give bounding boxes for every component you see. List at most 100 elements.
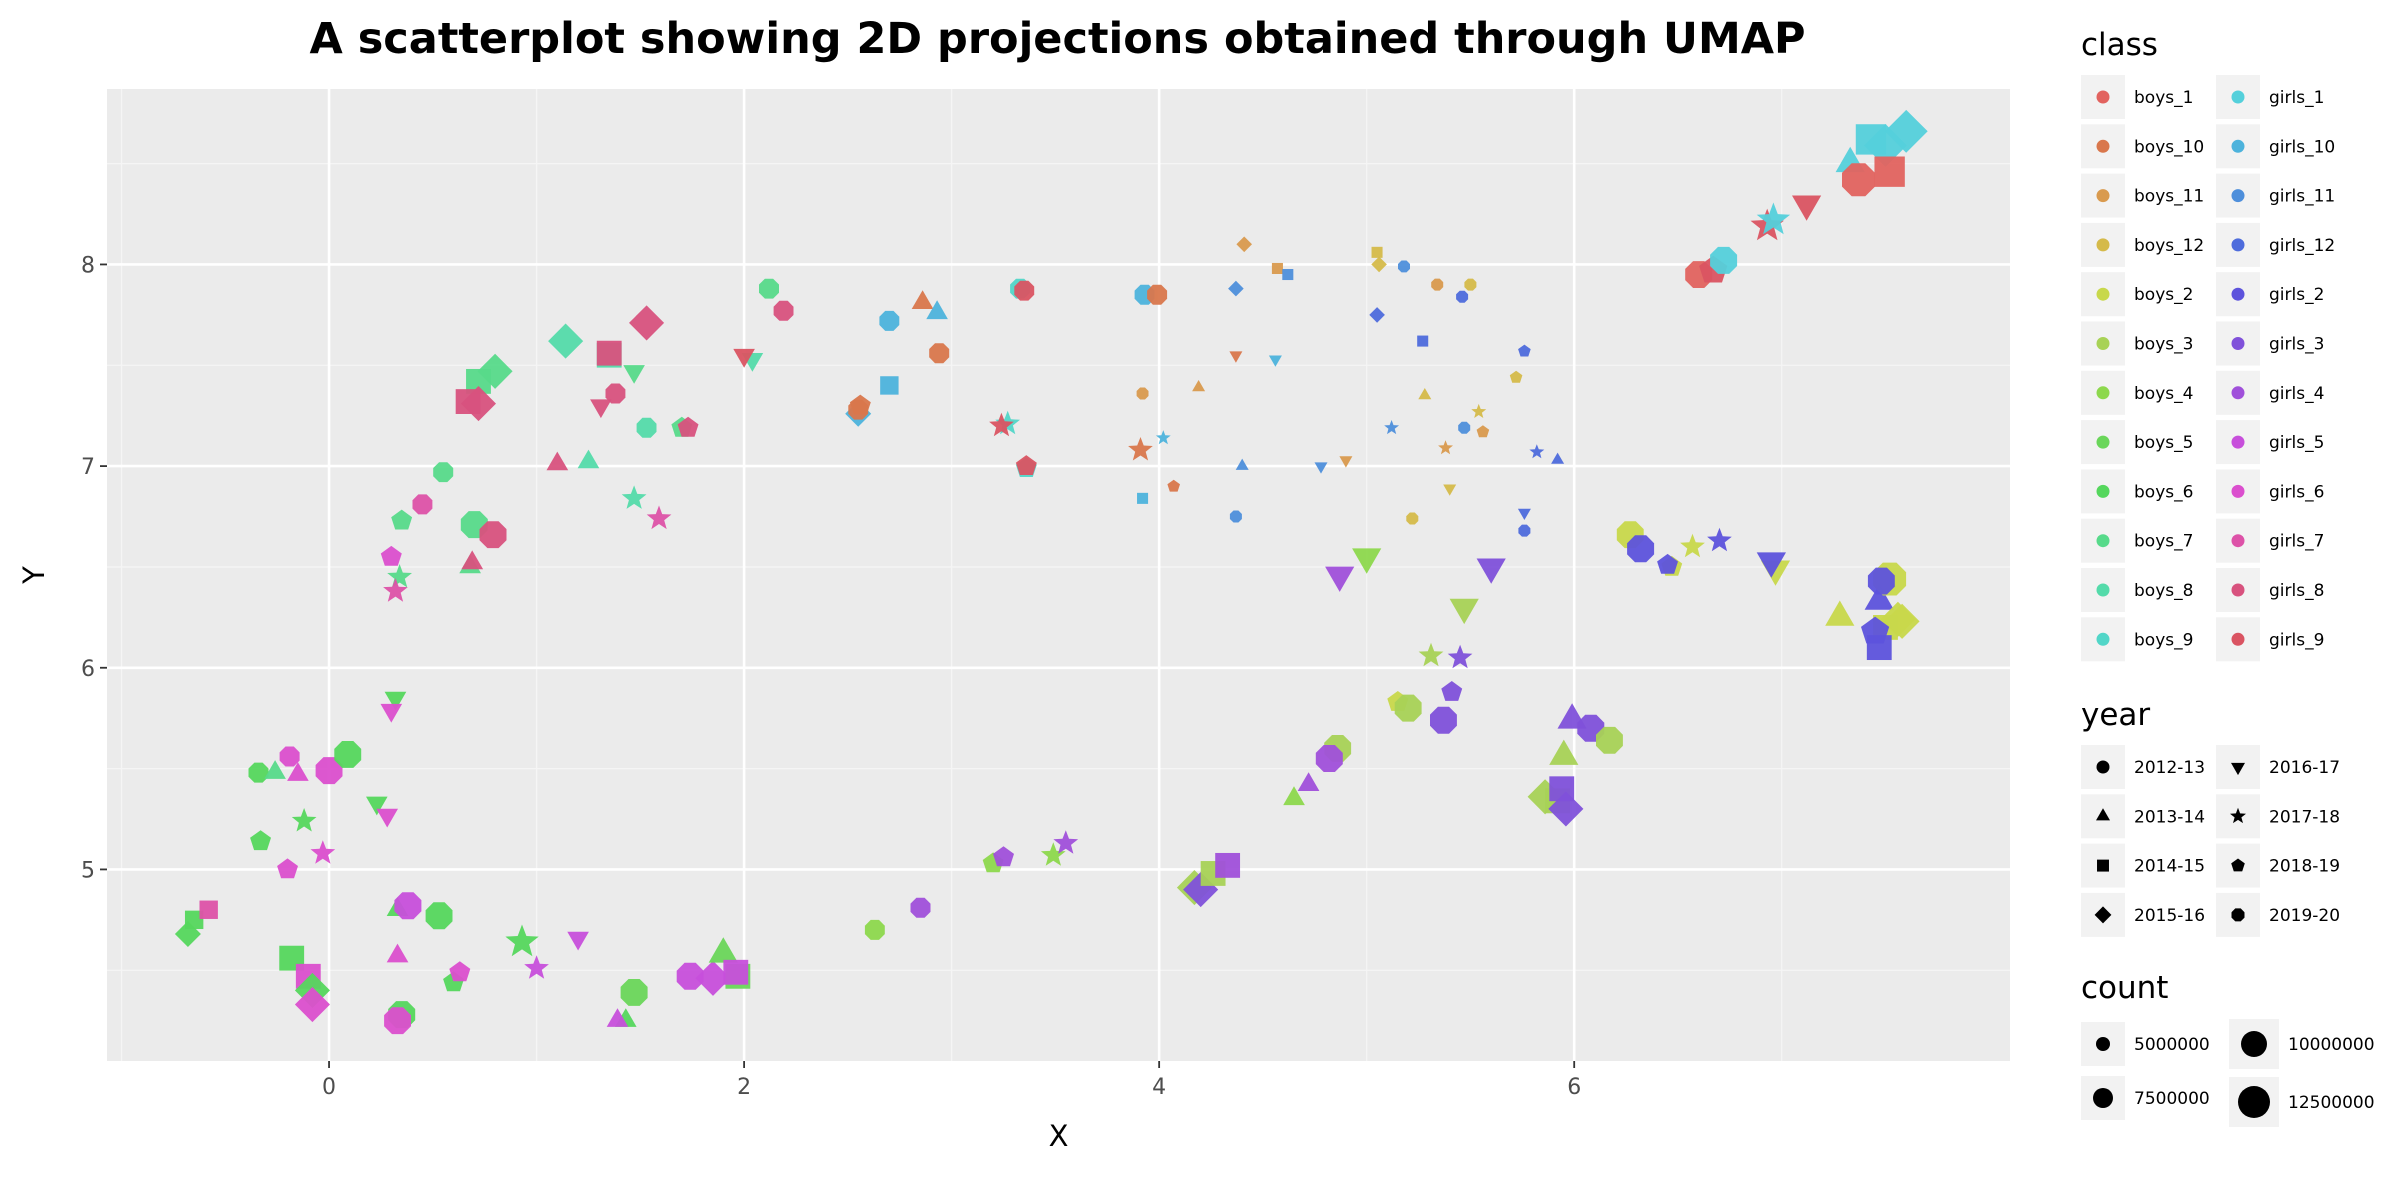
- data-point: [1369, 307, 1385, 323]
- data-point: [621, 485, 647, 509]
- legend-swatch: [2231, 632, 2245, 646]
- legend-size-circle: [2093, 1088, 2113, 1108]
- data-point: [287, 762, 309, 781]
- data-point: [1192, 380, 1206, 392]
- data-point: [1657, 553, 1678, 574]
- data-point: [989, 412, 1014, 437]
- data-point: [524, 955, 549, 979]
- data-point: [433, 462, 454, 483]
- legend-shape: [2096, 808, 2110, 821]
- data-point: [1443, 484, 1457, 496]
- legend-swatch: [2231, 534, 2245, 548]
- legend-swatch: [2231, 287, 2245, 301]
- data-point: [1549, 776, 1575, 802]
- legend-label-class: girls_10: [2269, 137, 2335, 157]
- data-point: [383, 578, 408, 602]
- legend-title-class: class: [2081, 27, 2158, 63]
- legend-label-count: 7500000: [2134, 1089, 2210, 1109]
- legend-label-count: 10000000: [2288, 1035, 2375, 1055]
- data-point: [1325, 566, 1355, 592]
- data-point: [1874, 156, 1905, 187]
- legend: class boys_1 boys_10 boys_11 boys_12 boys_2bo…: [2081, 27, 2375, 1127]
- data-point: [1398, 260, 1410, 273]
- data-point: [590, 399, 612, 419]
- data-point: [264, 760, 286, 779]
- data-point: [1155, 430, 1171, 445]
- data-point: [708, 937, 738, 963]
- data-point: [1406, 512, 1419, 525]
- legend-label-class: boys_11: [2134, 187, 2204, 207]
- data-point: [911, 290, 934, 309]
- data-point: [1864, 584, 1894, 610]
- data-point: [1314, 462, 1328, 474]
- axes: 0 2 4 6 5 6 7 8 X Y: [17, 253, 1581, 1153]
- legend-swatch: [2231, 435, 2245, 449]
- data-point: [546, 451, 569, 471]
- legend-label-count: 5000000: [2134, 1035, 2210, 1055]
- y-tick-label: 5: [81, 858, 95, 883]
- legend-size-circle: [2238, 1086, 2270, 1118]
- data-point: [394, 892, 422, 920]
- data-point: [1509, 370, 1523, 383]
- legend-shape: [2094, 906, 2112, 924]
- legend-swatch: [2096, 238, 2110, 252]
- plot-panel: [107, 89, 2010, 1061]
- legend-label-count: 12500000: [2288, 1093, 2375, 1113]
- data-point: [380, 703, 403, 723]
- legend-swatch: [2231, 386, 2245, 400]
- data-point: [1228, 280, 1244, 297]
- data-point: [577, 449, 600, 469]
- data-point: [629, 305, 665, 341]
- data-point: [723, 959, 749, 985]
- data-point: [1551, 452, 1565, 464]
- legend-label-year: 2018-19: [2269, 857, 2340, 877]
- data-point: [1371, 246, 1383, 258]
- data-point: [1707, 527, 1732, 552]
- legend-swatch: [2096, 583, 2110, 597]
- data-point: [477, 353, 513, 389]
- data-point: [759, 278, 779, 299]
- data-point: [250, 830, 271, 851]
- data-point: [733, 348, 755, 368]
- legend-label-class: boys_2: [2134, 285, 2193, 305]
- data-point: [1315, 745, 1343, 772]
- data-point: [1627, 535, 1655, 563]
- data-point: [676, 962, 704, 990]
- data-point: [1884, 109, 1928, 153]
- legend-swatch: [2231, 484, 2245, 498]
- data-point: [605, 383, 626, 404]
- data-point: [1825, 600, 1855, 626]
- y-axis-title: Y: [17, 566, 51, 585]
- data-point: [1384, 420, 1399, 435]
- legend-shape: [2231, 858, 2245, 872]
- data-point: [1464, 278, 1477, 291]
- data-point: [391, 509, 413, 530]
- legend-label-class: girls_2: [2269, 285, 2324, 305]
- data-point: [1792, 195, 1822, 221]
- data-point: [1271, 262, 1283, 274]
- data-point: [425, 902, 453, 930]
- legend-label-year: 2019-20: [2269, 906, 2340, 926]
- legend-swatch: [2096, 435, 2110, 449]
- data-point: [461, 550, 484, 570]
- data-point: [1867, 567, 1895, 595]
- data-point: [1529, 444, 1545, 459]
- legend-shape: [2230, 807, 2246, 824]
- legend-label-class: boys_3: [2134, 335, 2193, 355]
- data-point: [1371, 256, 1387, 273]
- data-point: [1861, 616, 1890, 644]
- data-point: [1476, 425, 1490, 438]
- data-point: [387, 564, 412, 588]
- data-point: [384, 1007, 411, 1035]
- legend-swatch: [2231, 238, 2245, 252]
- data-point: [1339, 456, 1353, 468]
- data-point: [1418, 388, 1432, 400]
- data-point: [620, 979, 648, 1006]
- data-point: [1756, 202, 1791, 235]
- data-point: [1456, 290, 1469, 303]
- data-point: [366, 796, 388, 816]
- legend-swatch: [2231, 139, 2245, 153]
- data-point: [596, 340, 622, 366]
- data-point: [1215, 852, 1241, 878]
- data-point: [848, 399, 869, 420]
